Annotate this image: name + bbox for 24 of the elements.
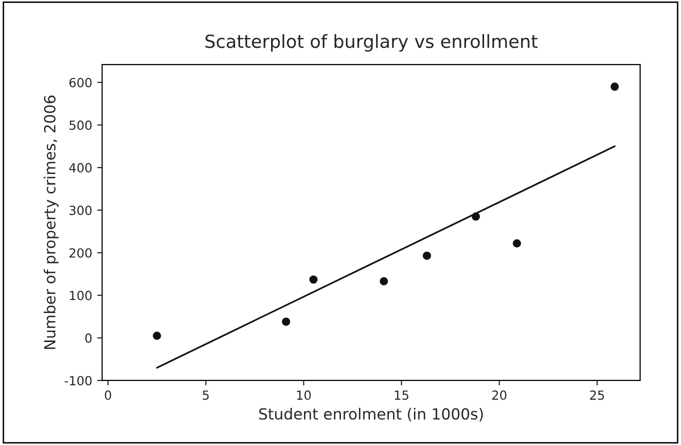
point — [512, 239, 521, 248]
x-axis-title: Student enrolment (in 1000s) — [259, 408, 483, 422]
point — [422, 252, 432, 260]
point — [309, 275, 318, 284]
point — [282, 318, 290, 326]
y-tick-label: 400 — [69, 163, 92, 172]
point — [610, 82, 619, 91]
x-tick-label: 25 — [590, 390, 604, 400]
y-tick-label: 600 — [69, 78, 92, 88]
y-tick-label: 500 — [70, 120, 92, 130]
point — [152, 332, 162, 340]
x-tick-label: 20 — [492, 390, 506, 400]
chart-title: Scatterplot of burglary vs enrollment — [205, 34, 538, 52]
x-tick-label: 15 — [394, 390, 408, 400]
x-tick-label: 10 — [297, 390, 311, 400]
point — [380, 277, 388, 286]
y-tick-label: -100 — [64, 376, 92, 386]
x-tick-label: 5 — [202, 390, 209, 400]
y-tick-label: 200 — [69, 248, 92, 258]
x-tick-label: 0 — [104, 390, 112, 400]
y-tick-label: 300 — [70, 206, 92, 216]
y-axis-title: Number of property crimes, 2006 — [44, 96, 59, 349]
y-tick-label: 0 — [85, 333, 92, 343]
y-tick-label: 100 — [70, 290, 92, 300]
